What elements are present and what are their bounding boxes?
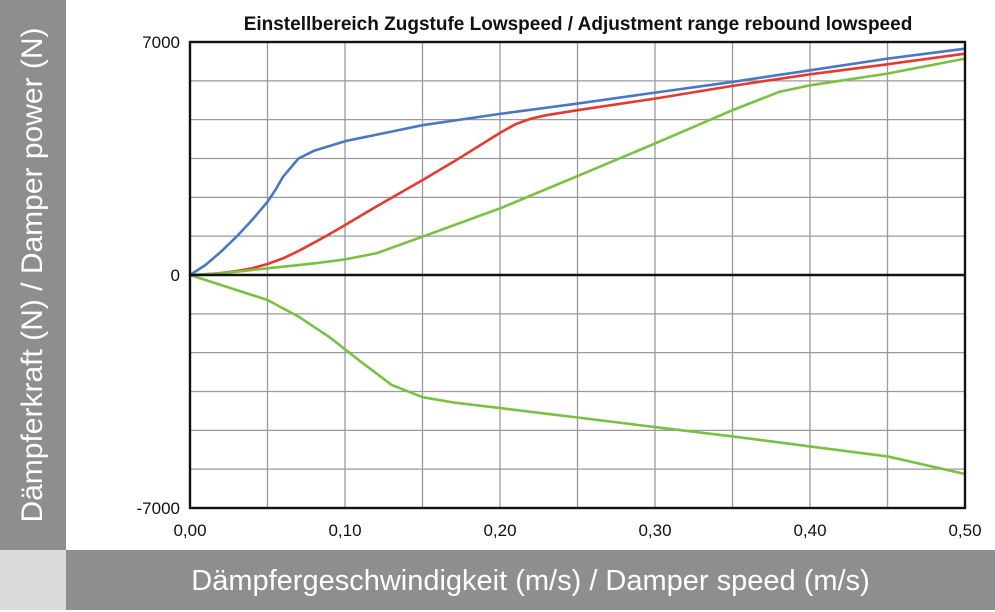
- series-layer: [188, 47, 967, 476]
- x-tick-label: 0,40: [793, 521, 826, 540]
- x-tick-label: 0,00: [173, 521, 206, 540]
- x-tick-label: 0,10: [328, 521, 361, 540]
- y-axis-label-band: [0, 0, 66, 550]
- x-axis-label-band: [66, 550, 995, 610]
- x-axis-label: Dämpfergeschwindigkeit (m/s) / Damper sp…: [191, 565, 870, 597]
- series-line-3: [188, 57, 967, 277]
- axes: [188, 40, 967, 510]
- chart-title: Einstellbereich Zugstufe Lowspeed / Adju…: [244, 14, 913, 35]
- corner-block: [0, 550, 66, 610]
- tick-labels: 0,00 0,10 0,20 0,30 0,40 0,50 7000 0 -7000: [137, 33, 982, 540]
- x-tick-label: 0,20: [483, 521, 516, 540]
- line-chart: 0,00 0,10 0,20 0,30 0,40 0,50 7000 0 -7000 Einst…: [137, 14, 982, 540]
- series-line-1: [188, 47, 967, 277]
- y-tick-label: 0: [171, 266, 180, 285]
- series-line-2: [188, 52, 967, 277]
- x-tick-label: 0,50: [948, 521, 981, 540]
- series-line-4: [188, 273, 967, 476]
- y-tick-label: 7000: [142, 33, 180, 52]
- x-tick-label: 0,30: [638, 521, 671, 540]
- y-tick-label: -7000: [137, 499, 180, 518]
